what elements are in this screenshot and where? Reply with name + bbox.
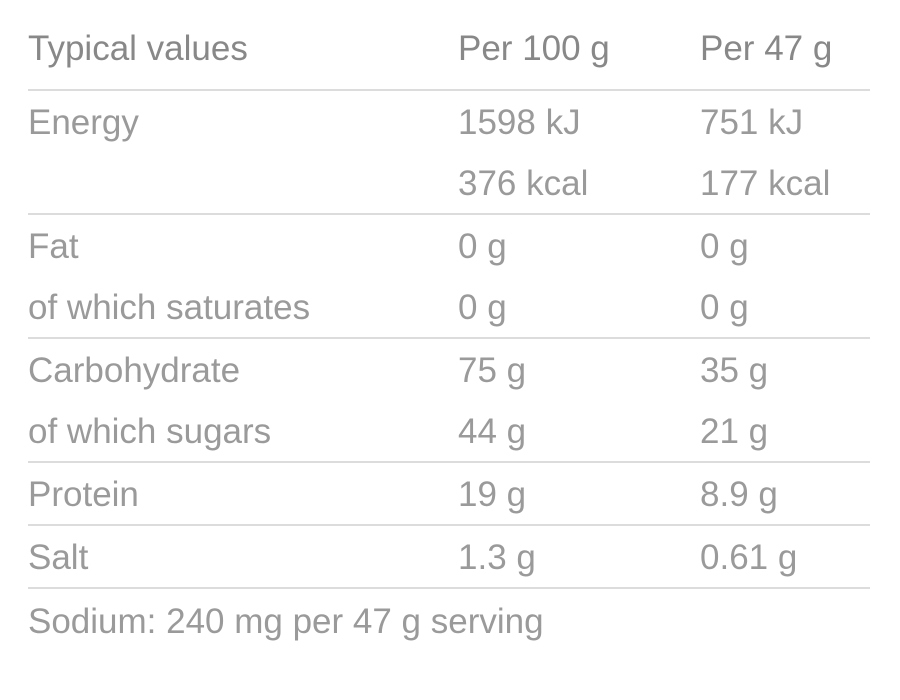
value-per-serving: 751 kJ	[700, 103, 804, 142]
table-row: Protein 19 g 8.9 g	[28, 463, 870, 524]
nutrient-group: Salt 1.3 g 0.61 g	[28, 526, 870, 589]
table-row: 376 kcal 177 kcal	[28, 152, 870, 213]
value-per-serving: 8.9 g	[700, 475, 778, 514]
header-per-serving: Per 47 g	[700, 29, 833, 68]
nutrient-label: Salt	[28, 538, 89, 577]
value-per-serving: 177 kcal	[700, 164, 831, 203]
nutrient-group: Protein 19 g 8.9 g	[28, 463, 870, 526]
table-row: Salt 1.3 g 0.61 g	[28, 526, 870, 587]
value-per-serving: 35 g	[700, 351, 769, 390]
value-per-100g: 0 g	[458, 288, 507, 327]
value-per-serving: 21 g	[700, 412, 769, 451]
nutrient-label: of which saturates	[28, 288, 311, 327]
value-per-100g: 0 g	[458, 227, 507, 266]
value-per-100g: 1.3 g	[458, 538, 536, 577]
table-row: of which saturates 0 g 0 g	[28, 276, 870, 337]
sodium-footnote: Sodium: 240 mg per 47 g serving	[28, 602, 544, 641]
table-header: Typical values Per 100 g Per 47 g	[28, 18, 870, 91]
value-per-100g: 19 g	[458, 475, 527, 514]
value-per-100g: 75 g	[458, 351, 527, 390]
nutrient-label: Protein	[28, 475, 139, 514]
value-per-serving: 0.61 g	[700, 538, 798, 577]
header-typical-values: Typical values	[28, 29, 248, 68]
nutrient-label: Energy	[28, 103, 139, 142]
nutrient-label: Fat	[28, 227, 79, 266]
nutrient-group: Energy 1598 kJ 751 kJ 376 kcal 177 kcal	[28, 91, 870, 215]
nutrient-group: Fat 0 g 0 g of which saturates 0 g 0 g	[28, 215, 870, 339]
nutrition-table: Typical values Per 100 g Per 47 g Energy…	[28, 18, 870, 655]
nutrient-label	[28, 152, 458, 213]
table-row: Carbohydrate 75 g 35 g	[28, 339, 870, 400]
nutrient-group: Carbohydrate 75 g 35 g of which sugars 44 g 2…	[28, 339, 870, 463]
nutrient-label: of which sugars	[28, 412, 272, 451]
nutrient-label: Carbohydrate	[28, 351, 241, 390]
table-row: Fat 0 g 0 g	[28, 215, 870, 276]
value-per-100g: 44 g	[458, 412, 527, 451]
value-per-serving: 0 g	[700, 227, 749, 266]
value-per-serving: 0 g	[700, 288, 749, 327]
value-per-100g: 376 kcal	[458, 164, 589, 203]
value-per-100g: 1598 kJ	[458, 103, 581, 142]
table-row: of which sugars 44 g 21 g	[28, 400, 870, 461]
header-per-100g: Per 100 g	[458, 29, 610, 68]
table-row: Energy 1598 kJ 751 kJ	[28, 91, 870, 152]
